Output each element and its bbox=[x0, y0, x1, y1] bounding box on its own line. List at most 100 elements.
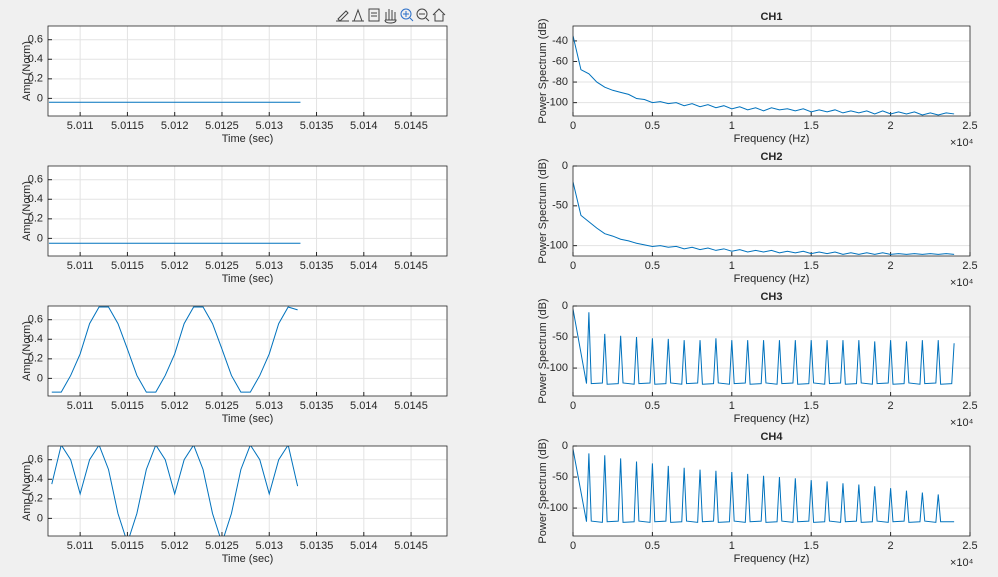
x-tick-label: 0.5 bbox=[645, 400, 660, 412]
axes-background bbox=[573, 306, 970, 396]
rotate-tool[interactable] bbox=[368, 8, 380, 22]
y-tick-label: 0 bbox=[37, 92, 43, 104]
subplot: -100 -80 -60 -40 0 0.5 1 1.5 2 2.5 CH1 Frequency (H… bbox=[537, 11, 978, 149]
axes-background bbox=[48, 166, 447, 256]
datatip-tool[interactable] bbox=[352, 8, 364, 22]
x-tick-label: 1 bbox=[729, 400, 735, 412]
x-tick-label: 5.014 bbox=[350, 260, 378, 272]
y-tick-label: -100 bbox=[546, 240, 568, 252]
x-tick-label: 5.0135 bbox=[300, 400, 334, 412]
data-line bbox=[573, 449, 955, 523]
axes-box bbox=[47, 165, 448, 257]
home-tool[interactable] bbox=[432, 8, 446, 22]
brush-tool[interactable] bbox=[336, 10, 349, 22]
x-tick-label: 2.5 bbox=[962, 400, 977, 412]
x-tick-label: 0 bbox=[570, 260, 576, 272]
x-exponent: ×10⁴ bbox=[950, 137, 974, 149]
subplot: -100 -50 0 0 0.5 1 1.5 2 2.5 CH3 Frequency (Hz) Pow… bbox=[537, 291, 978, 429]
x-tick-label: 5.011 bbox=[67, 120, 94, 132]
y-tick-label: 0 bbox=[562, 300, 568, 312]
x-tick-label: 5.012 bbox=[161, 400, 189, 412]
y-tick-label: 0 bbox=[562, 440, 568, 452]
y-tick-label: -50 bbox=[552, 200, 568, 212]
axes-box bbox=[572, 25, 971, 117]
x-tick-label: 5.0135 bbox=[300, 120, 334, 132]
chart-title: CH1 bbox=[760, 11, 782, 23]
x-axis-label: Time (sec) bbox=[222, 413, 274, 425]
subplot: 0 0.2 0.4 0.6 5.011 5.0115 5.012 5.0125 5.013 5.0… bbox=[21, 445, 448, 565]
y-tick-label: 0.6 bbox=[28, 174, 43, 186]
zoom-in-tool[interactable] bbox=[400, 8, 414, 22]
x-tick-label: 2 bbox=[888, 540, 894, 552]
x-tick-label: 5.0145 bbox=[394, 400, 428, 412]
axes-box bbox=[572, 165, 971, 257]
x-tick-label: 5.011 bbox=[67, 540, 94, 552]
y-tick-label: -100 bbox=[546, 97, 568, 109]
y-tick-label: -50 bbox=[552, 331, 568, 343]
y-tick-label: 0.4 bbox=[28, 333, 43, 345]
x-axis-label: Frequency (Hz) bbox=[734, 413, 810, 425]
x-tick-label: 5.011 bbox=[67, 260, 94, 272]
toolbar bbox=[336, 8, 446, 24]
y-tick-label: 0.4 bbox=[28, 193, 43, 205]
x-tick-label: 5.011 bbox=[67, 400, 94, 412]
y-tick-label: -100 bbox=[546, 502, 568, 514]
x-tick-label: 1.5 bbox=[804, 120, 819, 132]
pan-tool[interactable] bbox=[384, 9, 397, 24]
subplot: -100 -50 0 0 0.5 1 1.5 2 2.5 CH4 Frequency (Hz) Pow… bbox=[537, 431, 978, 569]
x-tick-label: 5.0145 bbox=[394, 260, 428, 272]
x-tick-label: 1 bbox=[729, 540, 735, 552]
axes-box bbox=[47, 25, 448, 117]
x-axis-label: Frequency (Hz) bbox=[734, 553, 810, 565]
axes-box bbox=[47, 305, 448, 397]
zoom-out-tool[interactable] bbox=[416, 8, 430, 22]
x-tick-label: 2 bbox=[888, 260, 894, 272]
y-tick-label: -60 bbox=[552, 55, 568, 67]
x-tick-label: 2.5 bbox=[962, 120, 977, 132]
x-tick-label: 1 bbox=[729, 260, 735, 272]
y-tick-label: 0 bbox=[562, 160, 568, 172]
x-axis-label: Frequency (Hz) bbox=[734, 133, 810, 145]
x-axis-label: Time (sec) bbox=[222, 133, 274, 145]
y-tick-label: 0.2 bbox=[28, 73, 43, 85]
x-tick-label: 5.014 bbox=[350, 120, 378, 132]
x-tick-label: 1 bbox=[729, 120, 735, 132]
x-axis-label: Time (sec) bbox=[222, 553, 274, 565]
x-tick-label: 0 bbox=[570, 400, 576, 412]
y-axis-label: Amp (Norm) bbox=[21, 461, 33, 521]
axes-box bbox=[47, 445, 448, 537]
chart-title: CH4 bbox=[760, 431, 783, 443]
y-axis-label: Power Spectrum (dB) bbox=[537, 438, 549, 543]
x-tick-label: 5.0125 bbox=[205, 400, 239, 412]
x-tick-label: 1.5 bbox=[804, 540, 819, 552]
x-tick-label: 2.5 bbox=[962, 260, 977, 272]
x-tick-label: 5.014 bbox=[350, 400, 378, 412]
y-tick-label: 0.4 bbox=[28, 473, 43, 485]
y-tick-label: -40 bbox=[552, 35, 568, 47]
x-tick-label: 5.0125 bbox=[205, 120, 239, 132]
chart-title: CH2 bbox=[760, 151, 782, 163]
axes-box bbox=[572, 445, 971, 537]
x-tick-label: 2 bbox=[888, 400, 894, 412]
x-tick-label: 5.0145 bbox=[394, 540, 428, 552]
x-axis-label: Time (sec) bbox=[222, 273, 274, 285]
axes-background bbox=[48, 306, 447, 396]
x-tick-label: 5.0125 bbox=[205, 260, 239, 272]
x-tick-label: 5.0135 bbox=[300, 260, 334, 272]
y-tick-label: -100 bbox=[546, 362, 568, 374]
y-tick-label: 0 bbox=[37, 512, 43, 524]
x-tick-label: 0 bbox=[570, 120, 576, 132]
x-tick-label: 5.0125 bbox=[205, 540, 239, 552]
subplot: 0 0.2 0.4 0.6 5.011 5.0115 5.012 5.0125 5.013 5.0… bbox=[21, 165, 448, 285]
x-tick-label: 5.0115 bbox=[111, 260, 144, 272]
x-tick-label: 1.5 bbox=[804, 260, 819, 272]
axes-background bbox=[573, 166, 970, 256]
x-tick-label: 5.0115 bbox=[111, 400, 144, 412]
x-exponent: ×10⁴ bbox=[950, 557, 974, 569]
chart-title: CH3 bbox=[760, 291, 782, 303]
subplot: -100 -50 0 0 0.5 1 1.5 2 2.5 CH2 Frequency (Hz) Pow… bbox=[537, 151, 978, 289]
y-axis-label: Amp (Norm) bbox=[21, 181, 33, 241]
x-exponent: ×10⁴ bbox=[950, 277, 974, 289]
